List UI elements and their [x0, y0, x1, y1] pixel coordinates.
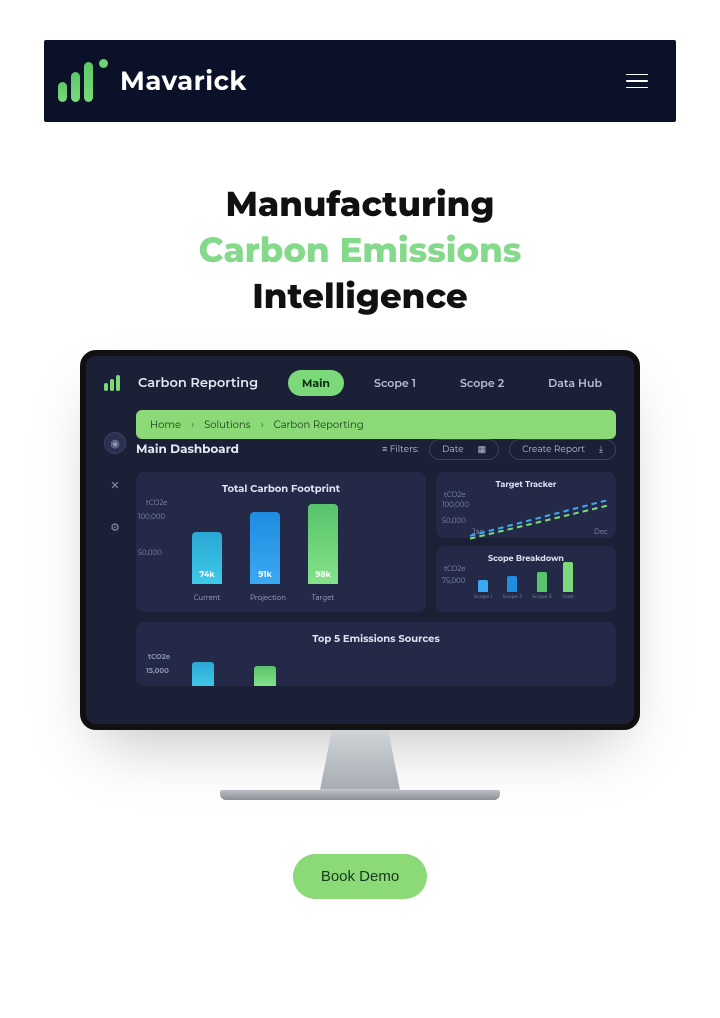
monitor-stand [320, 730, 400, 790]
site-header: Mavarick [44, 40, 676, 122]
app-tabs: Main Scope 1 Scope 2 Data Hub [288, 370, 616, 396]
chart-bar [537, 572, 547, 592]
panel-title: Top 5 Emissions Sources [150, 632, 602, 645]
breadcrumb-item[interactable]: Carbon Reporting [274, 418, 364, 431]
tab-scope2[interactable]: Scope 2 [446, 370, 518, 396]
panel-title: Total Carbon Footprint [148, 482, 414, 495]
y-tick: 50,000 [138, 548, 162, 557]
sidebar-settings-icon[interactable]: ⚙ [104, 516, 126, 538]
hero-title: Manufacturing Carbon Emissions Intellige… [44, 182, 676, 320]
line-chart [470, 500, 608, 541]
scope-breakdown-panel: Scope Breakdown tCO2e 75,000 Scope 1Scop… [436, 546, 616, 612]
total-carbon-footprint-panel: Total Carbon Footprint tCO2e 100,000 50,… [136, 472, 426, 612]
chart-bar: 74kCurrent [192, 532, 222, 584]
chart-bar [478, 580, 488, 592]
y-tick: 75,000 [442, 576, 465, 585]
y-tick: 100,000 [442, 500, 469, 509]
logo-bars-icon [58, 60, 108, 102]
chart-bar [563, 562, 573, 592]
y-axis-unit: tCO2e [148, 652, 170, 661]
chart-bar: 91kProjection [250, 512, 280, 584]
product-screenshot: Carbon Reporting Main Scope 1 Scope 2 Da… [80, 350, 640, 800]
app-logo-icon [104, 375, 120, 391]
x-tick: Scope 1 [474, 594, 493, 600]
x-tick: Total [562, 594, 574, 600]
y-tick: 100,000 [138, 512, 165, 521]
chart-bar: 98kTarget [308, 504, 338, 584]
breadcrumb-item[interactable]: Home [150, 418, 181, 431]
target-tracker-panel: Target Tracker tCO2e 100,000 50,000 Jan … [436, 472, 616, 538]
calendar-icon: ▦ [478, 444, 487, 455]
top-emissions-panel: Top 5 Emissions Sources tCO2e 15,000 [136, 622, 616, 686]
brand-name: Mavarick [120, 65, 247, 97]
chart-bar [254, 666, 276, 686]
y-axis-unit: tCO2e [146, 498, 168, 507]
book-demo-button[interactable]: Book Demo [293, 854, 427, 899]
tab-datahub[interactable]: Data Hub [534, 370, 616, 396]
chevron-right-icon: › [191, 418, 194, 431]
breadcrumb-item[interactable]: Solutions [204, 418, 251, 431]
chart-bar [192, 662, 214, 686]
sidebar-home-icon[interactable]: ◉ [104, 432, 126, 454]
x-tick: Scope 3 [532, 594, 552, 600]
hero-line-3: Intelligence [252, 275, 467, 317]
brand-logo[interactable]: Mavarick [58, 60, 247, 102]
filters-label: ≡ Filters: [382, 444, 419, 455]
y-tick: 15,000 [146, 666, 169, 675]
download-icon: ⤓ [599, 444, 603, 455]
hamburger-menu-icon[interactable] [626, 74, 648, 89]
app-title: Carbon Reporting [138, 375, 258, 391]
chart-bar [507, 576, 517, 592]
monitor-base [220, 790, 500, 800]
panel-title: Target Tracker [446, 480, 606, 490]
date-filter[interactable]: Date ▦ [429, 439, 499, 460]
section-title: Main Dashboard [136, 442, 239, 457]
hero-line-2: Carbon Emissions [199, 229, 522, 271]
y-axis-unit: tCO2e [444, 490, 466, 499]
tab-scope1[interactable]: Scope 1 [360, 370, 430, 396]
y-axis-unit: tCO2e [444, 564, 466, 573]
x-tick: Scope 2 [503, 594, 523, 600]
tab-main[interactable]: Main [288, 370, 344, 396]
create-report-button[interactable]: Create Report ⤓ [509, 439, 616, 460]
chevron-right-icon: › [261, 418, 264, 431]
breadcrumb: Home › Solutions › Carbon Reporting [136, 410, 616, 439]
hero-line-1: Manufacturing [225, 183, 494, 225]
y-tick: 50,000 [442, 516, 466, 525]
sidebar-tools-icon[interactable]: ✕ [104, 474, 126, 496]
